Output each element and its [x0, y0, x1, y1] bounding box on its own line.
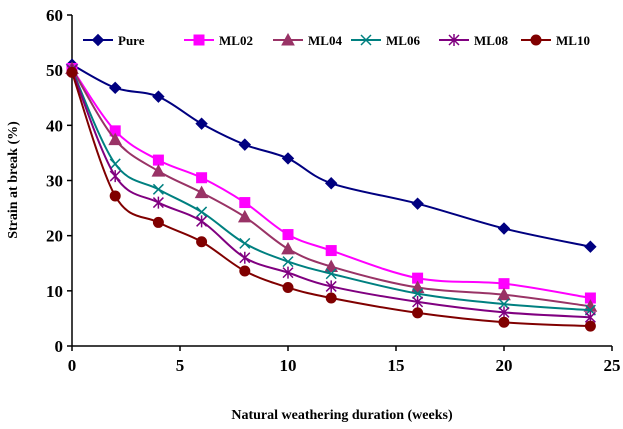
data-point — [239, 197, 251, 209]
data-point — [325, 280, 337, 293]
data-point — [281, 241, 295, 255]
legend-item-ml08: ML08 — [439, 33, 508, 48]
data-point — [325, 245, 337, 257]
legend-label: ML02 — [219, 33, 253, 48]
legend-label: ML06 — [386, 33, 420, 48]
data-point — [152, 183, 164, 195]
series-line — [71, 69, 591, 312]
axes: 0 10 20 30 40 50 60 0 5 10 15 20 25 — [46, 6, 621, 375]
data-point — [109, 190, 121, 202]
data-point — [239, 265, 251, 277]
data-point — [108, 81, 122, 95]
data-point — [238, 138, 252, 151]
y-tick-label: 0 — [55, 337, 64, 356]
series-ml06 — [66, 64, 596, 316]
series-line — [71, 69, 591, 319]
data-point — [584, 240, 597, 253]
data-point — [237, 209, 252, 223]
legend-label: ML08 — [474, 33, 508, 48]
y-tick-label: 30 — [46, 172, 63, 191]
data-point — [196, 215, 208, 228]
y-tick-label: 60 — [46, 6, 63, 25]
data-point — [109, 158, 121, 170]
data-point — [152, 90, 165, 103]
x-tick-label: 25 — [604, 356, 621, 375]
data-point — [196, 236, 208, 248]
x-tick-label: 10 — [280, 356, 297, 375]
y-tick-label: 50 — [46, 61, 63, 80]
y-axis-title: Strain at break (%) — [6, 121, 21, 239]
legend-marker — [193, 34, 205, 46]
data-point — [282, 266, 294, 279]
data-point — [498, 316, 510, 328]
data-point — [412, 307, 424, 319]
x-tick-label: 0 — [68, 356, 77, 375]
legend-label: ML10 — [556, 33, 590, 48]
data-point — [497, 222, 511, 235]
data-point — [325, 292, 337, 304]
data-point — [151, 164, 166, 177]
data-point — [152, 196, 164, 209]
data-point — [194, 185, 209, 199]
data-point — [66, 66, 78, 78]
legend: Pure ML02 ML04 ML06 ML08 ML10 — [83, 32, 590, 48]
series-ml08 — [66, 64, 596, 324]
x-axis-title: Natural weathering duration (weeks) — [231, 408, 453, 423]
data-point — [109, 170, 121, 183]
legend-marker — [91, 33, 105, 47]
data-point — [152, 216, 164, 228]
data-point — [282, 256, 294, 268]
series-ml10 — [66, 66, 596, 332]
series-pure — [65, 58, 597, 253]
y-tick-label: 10 — [46, 282, 63, 301]
series-line — [71, 72, 591, 328]
y-tick-label: 40 — [46, 116, 63, 135]
legend-item-ml06: ML06 — [351, 33, 420, 48]
data-point — [324, 259, 339, 273]
legend-marker — [448, 34, 460, 46]
data-point — [325, 268, 337, 280]
data-point — [281, 152, 295, 165]
data-point — [108, 132, 123, 146]
data-point — [498, 278, 510, 290]
data-point — [412, 288, 424, 300]
data-point — [324, 177, 338, 190]
data-point — [195, 117, 208, 130]
legend-marker — [281, 32, 295, 46]
x-tick-label: 5 — [176, 356, 185, 375]
data-point — [498, 306, 510, 319]
series-line — [71, 67, 591, 308]
series-line — [71, 63, 591, 248]
data-point — [196, 206, 208, 218]
legend-item-ml04: ML04 — [273, 32, 342, 48]
data-point — [239, 251, 251, 264]
data-point — [239, 237, 251, 249]
legend-item-ml02: ML02 — [184, 33, 253, 48]
data-point — [152, 154, 164, 166]
data-point — [583, 299, 598, 312]
data-point — [196, 172, 208, 184]
legend-item-pure: Pure — [83, 33, 145, 48]
data-point — [498, 298, 510, 310]
series-layer — [65, 58, 598, 332]
data-point — [412, 295, 424, 308]
x-tick-label: 15 — [388, 356, 405, 375]
x-tick-label: 20 — [496, 356, 513, 375]
legend-label: Pure — [118, 33, 145, 48]
data-point — [497, 287, 511, 301]
legend-label: ML04 — [308, 33, 342, 48]
legend-item-ml10: ML10 — [521, 33, 590, 48]
data-point — [282, 282, 294, 294]
y-tick-label: 20 — [46, 227, 63, 246]
data-point — [584, 320, 596, 332]
series-line — [71, 67, 591, 299]
legend-marker — [530, 34, 542, 46]
data-point — [411, 197, 424, 210]
legend-marker — [360, 34, 372, 46]
data-point — [282, 229, 294, 241]
